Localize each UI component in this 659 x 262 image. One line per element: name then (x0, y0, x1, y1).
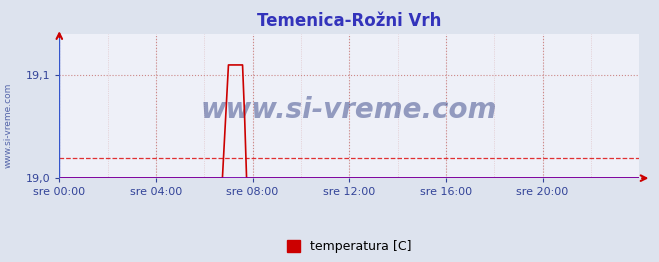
Legend: temperatura [C]: temperatura [C] (282, 235, 416, 258)
Text: www.si-vreme.com: www.si-vreme.com (4, 83, 13, 168)
Title: Temenica-Rožni Vrh: Temenica-Rožni Vrh (257, 12, 442, 30)
Text: www.si-vreme.com: www.si-vreme.com (201, 96, 498, 124)
